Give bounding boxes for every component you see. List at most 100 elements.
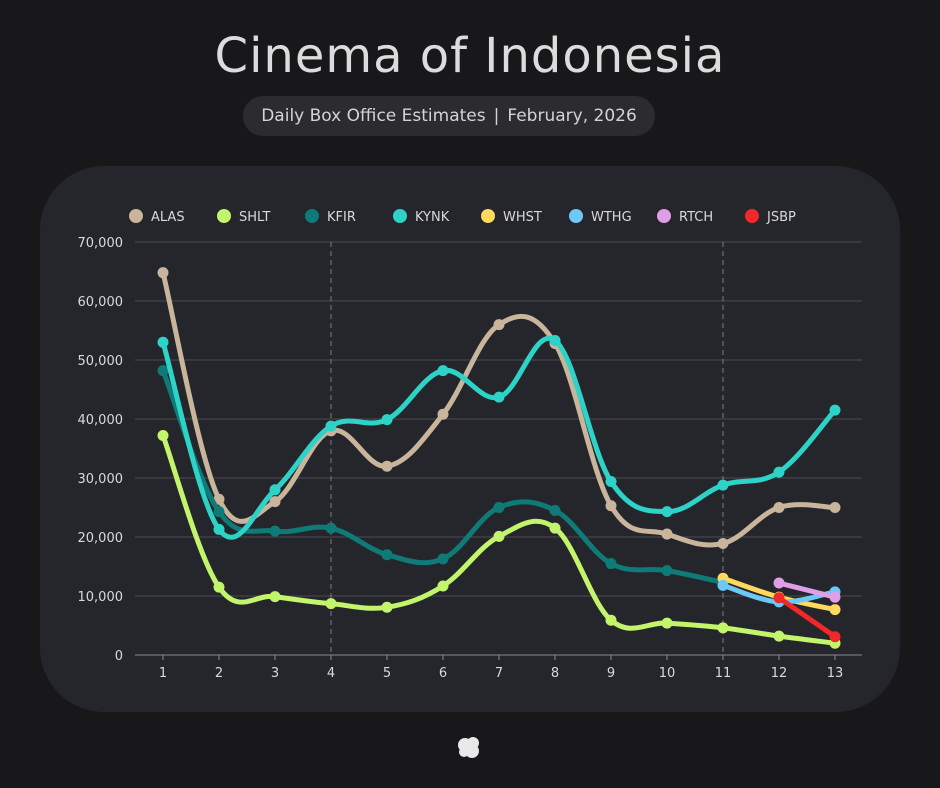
data-point-kfir: [157, 365, 169, 377]
x-tick-label: 2: [215, 666, 223, 681]
chart-title: Cinema of Indonesia: [214, 28, 726, 84]
data-point-kfir: [437, 553, 449, 565]
x-tick-label: 5: [383, 666, 391, 681]
data-point-kfir: [493, 502, 505, 513]
data-point-alas: [605, 500, 617, 512]
data-point-shlt: [157, 430, 169, 442]
data-point-kfir: [325, 522, 337, 534]
x-tick-label: 3: [271, 666, 279, 681]
data-point-rtch: [829, 591, 841, 603]
x-tick-label: 6: [439, 666, 447, 681]
data-point-kynk: [381, 414, 393, 426]
subtitle-text: Daily Box Office Estimates: [261, 106, 486, 126]
legend-label-jsbp: JSBP: [766, 210, 796, 225]
data-point-shlt: [213, 581, 225, 593]
y-tick-label: 10,000: [78, 590, 124, 605]
data-point-kynk: [773, 466, 785, 478]
data-point-shlt: [437, 580, 449, 592]
data-point-shlt: [325, 598, 337, 610]
legend-label-rtch: RTCH: [679, 210, 713, 225]
data-point-wthg: [717, 579, 729, 591]
data-point-shlt: [661, 617, 673, 629]
x-tick-label: 4: [327, 666, 335, 681]
brand-logo-icon: [458, 737, 479, 758]
data-point-alas: [717, 537, 729, 549]
data-point-kynk: [437, 365, 449, 377]
subtitle-pill: Daily Box Office Estimates | February, 2…: [243, 96, 655, 136]
data-point-shlt: [605, 614, 617, 626]
data-point-kfir: [269, 525, 281, 537]
y-tick-label: 40,000: [78, 413, 124, 428]
y-tick-label: 20,000: [78, 531, 124, 546]
chart-card: 0 10,000 20,000 30,000 40,000 50,000 60,000 70,…: [40, 166, 900, 712]
data-point-shlt: [773, 630, 785, 642]
x-tick-label: 13: [827, 666, 844, 681]
data-point-kynk: [493, 391, 505, 403]
data-point-shlt: [717, 622, 729, 634]
data-point-whst: [829, 604, 841, 616]
data-point-kynk: [549, 335, 561, 347]
data-point-alas: [773, 502, 785, 513]
legend-marker-rtch: [657, 209, 671, 223]
legend-label-shlt: SHLT: [239, 210, 270, 225]
data-point-kynk: [717, 479, 729, 491]
y-tick-label: 70,000: [78, 236, 124, 251]
legend-label-kfir: KFIR: [327, 210, 356, 225]
data-point-alas: [437, 408, 449, 420]
x-tick-label: 1: [159, 666, 167, 681]
y-tick-label: 30,000: [78, 472, 124, 487]
series-line-rtch: [776, 580, 838, 600]
legend-label-kynk: KYNK: [415, 210, 450, 225]
data-point-alas: [381, 460, 393, 472]
legend-marker-shlt: [217, 209, 231, 223]
y-tick-label: 60,000: [78, 295, 124, 310]
data-point-kynk: [661, 506, 673, 518]
data-point-kynk: [157, 336, 169, 348]
legend-label-alas: ALAS: [151, 210, 185, 225]
data-point-kfir: [549, 504, 561, 516]
x-tick-label: 7: [495, 666, 503, 681]
data-point-kynk: [605, 476, 617, 488]
x-tick-label: 8: [551, 666, 559, 681]
data-point-shlt: [549, 522, 561, 534]
legend-marker-kfir: [305, 209, 319, 223]
legend-marker-whst: [481, 209, 495, 223]
legend-marker-jsbp: [745, 209, 759, 223]
data-point-jsbp: [773, 592, 785, 604]
data-point-kfir: [381, 549, 393, 561]
legend-marker-alas: [129, 209, 143, 223]
data-point-kfir: [661, 565, 673, 577]
legend-label-wthg: WTHG: [591, 210, 632, 225]
data-point-kynk: [325, 420, 337, 432]
data-point-alas: [661, 528, 673, 540]
series-line-kynk: [160, 335, 838, 540]
subtitle-separator: |: [493, 106, 500, 126]
data-point-kfir: [213, 506, 225, 518]
x-tick-label: 11: [715, 666, 732, 681]
data-point-alas: [213, 493, 225, 505]
x-tick-label: 9: [607, 666, 615, 681]
y-tick-label: 0: [115, 649, 123, 664]
legend-label-whst: WHST: [503, 210, 542, 225]
x-tick-label: 10: [659, 666, 676, 681]
data-point-jsbp: [829, 631, 841, 643]
data-point-kfir: [605, 558, 617, 570]
y-tick-label: 50,000: [78, 354, 124, 369]
data-point-alas: [269, 496, 281, 508]
data-point-alas: [157, 267, 169, 279]
data-point-kynk: [829, 404, 841, 416]
subtitle-date: February, 2026: [507, 106, 637, 126]
data-point-alas: [829, 502, 841, 513]
data-point-shlt: [381, 601, 393, 613]
series-line-kfir: [160, 368, 726, 585]
data-point-kynk: [213, 523, 225, 535]
data-point-shlt: [269, 591, 281, 603]
legend-marker-wthg: [569, 209, 583, 223]
data-point-shlt: [493, 530, 505, 542]
x-tick-label: 12: [771, 666, 788, 681]
data-point-rtch: [773, 577, 785, 589]
line-chart: 0 10,000 20,000 30,000 40,000 50,000 60,000 70,…: [78, 209, 862, 681]
data-point-alas: [493, 319, 505, 331]
data-point-kynk: [269, 484, 281, 496]
legend-marker-kynk: [393, 209, 407, 223]
